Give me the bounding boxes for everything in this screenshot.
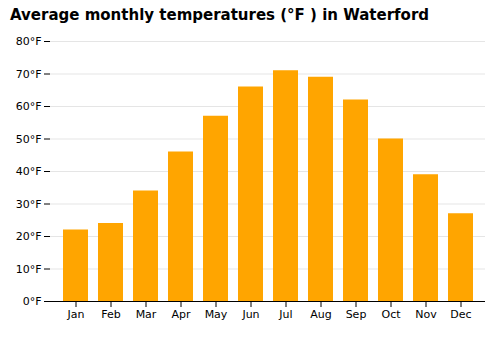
svg-text:30°F: 30°F: [16, 198, 42, 211]
svg-text:40°F: 40°F: [16, 165, 42, 178]
svg-text:20°F: 20°F: [16, 230, 42, 243]
svg-text:Oct: Oct: [381, 308, 401, 321]
svg-text:80°F: 80°F: [16, 35, 42, 48]
svg-text:0°F: 0°F: [23, 295, 42, 308]
svg-text:Feb: Feb: [101, 308, 120, 321]
svg-text:Jan: Jan: [67, 308, 85, 321]
svg-text:Sep: Sep: [346, 308, 367, 321]
svg-text:Nov: Nov: [415, 308, 437, 321]
svg-text:70°F: 70°F: [16, 68, 42, 81]
svg-text:50°F: 50°F: [16, 133, 42, 146]
svg-text:Mar: Mar: [136, 308, 157, 321]
svg-text:Jun: Jun: [241, 308, 259, 321]
svg-text:Apr: Apr: [171, 308, 191, 321]
svg-text:Dec: Dec: [450, 308, 471, 321]
svg-text:Aug: Aug: [310, 308, 331, 321]
html-text:Average monthly temperatures (: Average monthly temperatures (°F ) in Wa…: [10, 6, 429, 24]
svg-text:60°F: 60°F: [16, 100, 42, 113]
svg-text:Jul: Jul: [278, 308, 292, 321]
svg-text:10°F: 10°F: [16, 263, 42, 276]
svg-text:May: May: [205, 308, 228, 321]
